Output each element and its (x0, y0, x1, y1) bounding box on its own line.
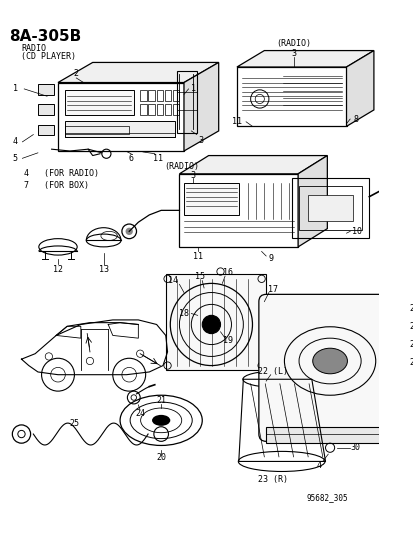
Text: 9: 9 (268, 254, 273, 263)
Text: 30: 30 (350, 443, 360, 452)
Text: 15: 15 (195, 272, 205, 281)
Bar (173, 90, 179, 101)
Polygon shape (179, 156, 327, 174)
Text: 23 (R): 23 (R) (258, 475, 288, 484)
Text: 7   (FOR BOX): 7 (FOR BOX) (24, 181, 89, 190)
Text: 19: 19 (222, 336, 232, 345)
Text: 18: 18 (178, 309, 189, 318)
Text: 3: 3 (190, 171, 195, 180)
Bar (140, 104, 146, 115)
Bar (291, 179, 368, 238)
Bar (164, 104, 171, 115)
Bar (236, 67, 346, 126)
Text: 11: 11 (231, 117, 241, 126)
Bar (298, 185, 361, 230)
Circle shape (202, 316, 220, 334)
Bar (179, 174, 297, 247)
Text: 13: 13 (98, 265, 108, 274)
Text: 14: 14 (168, 276, 178, 285)
Bar (176, 71, 196, 133)
Bar (38, 84, 54, 95)
Text: 27: 27 (408, 340, 413, 349)
Text: 4   (FOR RADIO): 4 (FOR RADIO) (24, 169, 99, 179)
Text: (CD PLAYER): (CD PLAYER) (21, 52, 76, 61)
Ellipse shape (152, 415, 170, 426)
Bar (156, 104, 163, 115)
Text: 4: 4 (12, 138, 17, 147)
Text: 8A-305B: 8A-305B (9, 29, 81, 44)
Ellipse shape (312, 348, 347, 374)
Text: 17: 17 (268, 285, 278, 294)
Text: 1: 1 (12, 84, 17, 93)
Text: 16: 16 (222, 268, 232, 277)
Text: 8: 8 (352, 115, 357, 124)
Text: 3: 3 (197, 135, 202, 144)
Text: 20: 20 (156, 453, 166, 462)
Bar (307, 195, 352, 221)
Bar (173, 104, 179, 115)
Bar (156, 90, 163, 101)
Text: 95682_305: 95682_305 (306, 494, 347, 503)
Bar (58, 83, 183, 151)
Text: 28: 28 (408, 322, 413, 331)
Bar (65, 126, 129, 134)
Polygon shape (297, 156, 327, 247)
Bar (148, 90, 154, 101)
Text: 25: 25 (69, 418, 79, 427)
Text: 24: 24 (135, 409, 145, 418)
Bar (140, 90, 146, 101)
Bar (38, 104, 54, 115)
Bar (148, 104, 154, 115)
FancyBboxPatch shape (258, 294, 399, 441)
Circle shape (125, 228, 133, 235)
Bar (65, 121, 174, 138)
Polygon shape (236, 51, 373, 67)
Bar (165, 274, 266, 370)
Text: (RADIO): (RADIO) (275, 39, 310, 48)
Text: 29: 29 (408, 358, 413, 367)
Text: RADIO: RADIO (21, 44, 46, 53)
Bar (38, 125, 54, 135)
Text: 11: 11 (192, 252, 202, 261)
Polygon shape (346, 51, 373, 126)
Text: 11: 11 (153, 154, 163, 163)
Text: 5: 5 (12, 154, 17, 163)
Bar (183, 183, 238, 215)
Text: 2: 2 (74, 69, 78, 78)
Text: 26: 26 (408, 303, 413, 312)
Bar (266, 427, 391, 443)
Polygon shape (58, 62, 218, 83)
Text: 4: 4 (316, 462, 321, 471)
Text: 21: 21 (156, 396, 166, 405)
Bar (164, 90, 171, 101)
Text: (RADIO): (RADIO) (164, 162, 199, 171)
Polygon shape (183, 62, 218, 151)
Text: 10: 10 (351, 227, 362, 236)
Text: 3: 3 (290, 49, 295, 58)
Text: 6: 6 (128, 154, 133, 163)
Bar (65, 90, 133, 115)
Text: 1: 1 (190, 84, 195, 93)
Text: 12: 12 (53, 265, 63, 274)
Text: 22 (L): 22 (L) (258, 367, 288, 376)
